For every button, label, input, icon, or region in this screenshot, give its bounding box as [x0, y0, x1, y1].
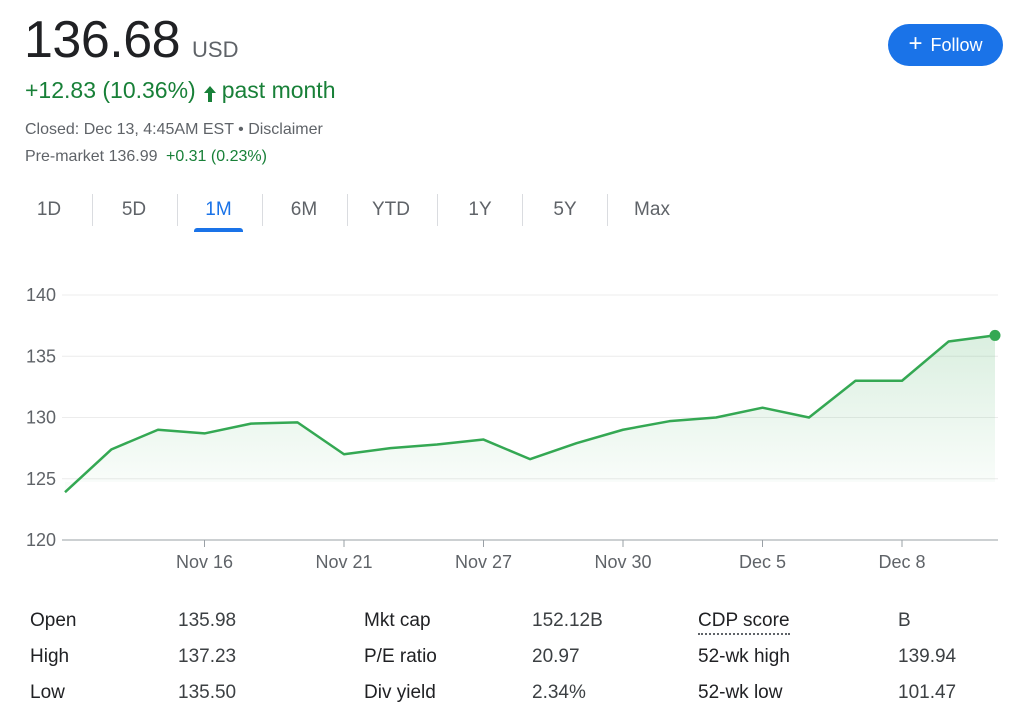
- tab-label: Max: [634, 199, 670, 220]
- tab-label: YTD: [372, 199, 410, 220]
- range-tabs: 1D 5D 1M 6M YTD 1Y 5Y Max: [0, 190, 720, 232]
- tab-divider: [522, 194, 523, 226]
- y-tick-label: 120: [26, 530, 56, 550]
- x-tick-label: Nov 21: [315, 552, 372, 572]
- premarket-change: +0.31 (0.23%): [165, 148, 267, 165]
- tab-divider: [92, 194, 93, 226]
- tab-divider: [262, 194, 263, 226]
- tab-label: 5D: [121, 199, 147, 220]
- stat-label-52wk-low: 52-wk low: [698, 682, 783, 703]
- stat-label-mkt-cap: Mkt cap: [364, 610, 431, 631]
- tab-divider: [607, 194, 608, 226]
- price-change: +12.83 (10.36%): [25, 77, 196, 103]
- stat-value-52wk-low: 101.47: [898, 682, 957, 703]
- price-line: [64, 334, 996, 494]
- tab-max[interactable]: Max: [626, 190, 678, 230]
- stat-value-low: 135.50: [178, 682, 237, 703]
- stat-label-div-yield: Div yield: [364, 682, 436, 703]
- tab-label: 1Y: [468, 199, 492, 220]
- premarket-price: Pre-market 136.99: [25, 148, 158, 165]
- market-status: Closed: Dec 13, 4:45AM EST • Disclaimer: [25, 121, 323, 138]
- tab-divider: [437, 194, 438, 226]
- y-tick-label: 125: [26, 469, 56, 489]
- tab-label: 1D: [36, 199, 62, 220]
- price-chart[interactable]: 120 125 130 135 140 Nov 16 Nov 21 Nov 27 Nov 30 D…: [0, 270, 1020, 580]
- stat-label-52wk-high: 52-wk high: [698, 646, 790, 667]
- tab-label: 5Y: [553, 199, 577, 220]
- y-tick-label: 140: [26, 285, 56, 305]
- tab-divider: [347, 194, 348, 226]
- last-price-marker: [989, 329, 1001, 341]
- change-period: past month: [221, 77, 336, 103]
- tab-label: 6M: [290, 199, 318, 220]
- x-tick-label: Nov 16: [176, 552, 233, 572]
- x-tick-label: Dec 8: [878, 552, 925, 572]
- x-tick-label: Dec 5: [739, 552, 786, 572]
- current-price: 136.68: [24, 11, 181, 69]
- stat-label-high: High: [30, 646, 70, 667]
- follow-button[interactable]: + Follow: [888, 24, 1003, 66]
- plus-icon: +: [908, 30, 923, 57]
- tab-5d[interactable]: 5D: [110, 190, 158, 230]
- stat-value-div-yield: 2.34%: [532, 682, 586, 703]
- y-tick-label: 130: [26, 408, 56, 428]
- stat-value-mkt-cap: 152.12B: [532, 610, 603, 631]
- x-tick-label: Nov 27: [455, 552, 512, 572]
- tab-6m[interactable]: 6M: [280, 190, 328, 230]
- stat-label-open: Open: [30, 610, 77, 631]
- premarket-info: Pre-market 136.99 +0.31 (0.23%): [25, 148, 267, 166]
- follow-button-label: Follow: [930, 34, 983, 55]
- stat-label-pe-ratio: P/E ratio: [364, 646, 437, 667]
- stat-value-high: 137.23: [178, 646, 237, 667]
- price-area-fill: [65, 335, 995, 493]
- price-change-row: +12.83 (10.36%) past month: [25, 77, 336, 104]
- tab-1d[interactable]: 1D: [25, 190, 73, 230]
- tab-divider: [177, 194, 178, 226]
- tab-1m[interactable]: 1M: [194, 190, 243, 232]
- tab-5y[interactable]: 5Y: [541, 190, 589, 230]
- currency-label: USD: [192, 37, 239, 62]
- stat-label-low: Low: [30, 682, 65, 703]
- stat-value-cdp-score: B: [898, 610, 911, 631]
- tab-1y[interactable]: 1Y: [456, 190, 504, 230]
- price-header: 136.68 USD: [24, 10, 239, 70]
- y-tick-label: 135: [26, 346, 56, 366]
- arrow-up-icon: [202, 82, 218, 102]
- tab-label: 1M: [205, 199, 232, 220]
- x-tick-label: Nov 30: [594, 552, 651, 572]
- stat-value-pe-ratio: 20.97: [532, 646, 580, 667]
- stat-label-cdp-score[interactable]: CDP score: [698, 610, 790, 635]
- tab-ytd[interactable]: YTD: [362, 190, 420, 230]
- stat-value-open: 135.98: [178, 610, 237, 631]
- stat-value-52wk-high: 139.94: [898, 646, 957, 667]
